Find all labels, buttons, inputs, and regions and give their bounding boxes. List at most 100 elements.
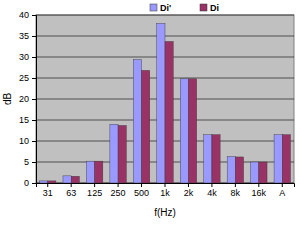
- tick-label: 31: [43, 188, 53, 198]
- bar: [180, 79, 188, 183]
- bar: [235, 157, 243, 183]
- tick-mark: [94, 183, 95, 187]
- tick-mark: [141, 183, 142, 187]
- bar: [204, 135, 212, 183]
- bars: [40, 23, 291, 183]
- tick: 250: [111, 183, 126, 198]
- tick-label: 20: [19, 94, 29, 104]
- legend-label: Di': [160, 3, 171, 13]
- bar: [212, 135, 220, 183]
- tick-mark: [32, 99, 36, 100]
- tick-mark: [32, 120, 36, 121]
- tick-label: 5: [24, 157, 29, 167]
- bar: [227, 157, 235, 183]
- tick-mark: [211, 183, 212, 187]
- tick-mark: [165, 183, 166, 187]
- tick-label: 250: [111, 188, 126, 198]
- tick: 35: [19, 31, 36, 41]
- tick: 5: [24, 157, 36, 167]
- tick: 40: [19, 10, 36, 20]
- tick: 16k: [252, 183, 267, 198]
- tick-mark: [71, 183, 72, 187]
- bar: [142, 70, 150, 183]
- tick: 4k: [207, 183, 217, 198]
- tick-mark: [32, 57, 36, 58]
- bar: [259, 162, 267, 183]
- legend-item: Di: [200, 3, 219, 13]
- tick: A: [279, 183, 285, 198]
- tick-mark: [32, 162, 36, 163]
- axis-line: [32, 16, 37, 184]
- grid-line: [36, 15, 294, 16]
- tick-mark: [32, 36, 36, 37]
- tick-label: A: [279, 188, 285, 198]
- bar: [157, 23, 165, 183]
- tick-mark: [47, 183, 48, 187]
- bar: [71, 176, 79, 183]
- bar: [95, 161, 103, 183]
- tick-label: 30: [19, 52, 29, 62]
- bar: [282, 135, 290, 183]
- bar: [274, 135, 282, 183]
- tick-mark: [118, 183, 119, 187]
- legend-swatch: [200, 4, 207, 11]
- series: [48, 41, 291, 183]
- tick-label: 125: [87, 188, 102, 198]
- tick: 0: [24, 178, 36, 188]
- tick-label: 2k: [184, 188, 194, 198]
- tick-label: 500: [134, 188, 149, 198]
- tick-label: 10: [19, 136, 29, 146]
- tick-label: 40: [19, 10, 29, 20]
- tick-label: 1k: [160, 188, 170, 198]
- tick-label: 35: [19, 31, 29, 41]
- tick-mark: [235, 183, 236, 187]
- plot: 0 5 10 15 20 25 30 35 40 31 63 125 250 500 1k 2k 4k 8k 16k…: [19, 10, 295, 198]
- x-axis: 31 63 125 250 500 1k 2k 4k 8k 16k A: [37, 183, 295, 198]
- bar: [86, 161, 94, 183]
- tick-label: 4k: [207, 188, 217, 198]
- tick: 20: [19, 94, 36, 104]
- tick-label: 25: [19, 73, 29, 83]
- tick-label: 8k: [231, 188, 241, 198]
- legend-swatch: [150, 4, 157, 11]
- y-axis: 0 5 10 15 20 25 30 35 40: [19, 10, 37, 188]
- tick: 1k: [160, 183, 170, 198]
- tick: 30: [19, 52, 36, 62]
- legend-label: Di: [210, 3, 219, 13]
- grid: [36, 15, 294, 183]
- tick-label: 16k: [252, 188, 267, 198]
- tick: 500: [134, 183, 149, 198]
- tick: 2k: [184, 183, 194, 198]
- tick: 10: [19, 136, 36, 146]
- bar: [40, 181, 48, 183]
- tick-mark: [282, 183, 283, 187]
- tick: 15: [19, 115, 36, 125]
- bar: [188, 79, 196, 183]
- tick: 25: [19, 73, 36, 83]
- chart: 0 5 10 15 20 25 30 35 40 31 63 125 250 500 1k 2k 4k 8k 16k…: [0, 0, 300, 226]
- series: [40, 23, 283, 183]
- tick-mark: [188, 183, 189, 187]
- tick: 63: [66, 183, 76, 198]
- bar: [133, 60, 141, 183]
- legend: Di' Di: [150, 3, 219, 13]
- bar: [48, 181, 56, 183]
- tick: 31: [43, 183, 53, 198]
- tick-label: 15: [19, 115, 29, 125]
- bar: [110, 124, 118, 183]
- bar: [251, 162, 259, 183]
- bar: [165, 41, 173, 183]
- tick-mark: [32, 78, 36, 79]
- y-axis-title: dB: [2, 93, 13, 106]
- tick-label: 63: [66, 188, 76, 198]
- tick-mark: [32, 183, 36, 184]
- bar: [118, 125, 126, 183]
- plot-background: [36, 15, 294, 183]
- tick-label: 0: [24, 178, 29, 188]
- legend-item: Di': [150, 3, 171, 13]
- tick: 8k: [231, 183, 241, 198]
- tick-mark: [32, 15, 36, 16]
- tick-mark: [32, 141, 36, 142]
- x-axis-title: f(Hz): [154, 207, 176, 218]
- bar: [63, 176, 71, 183]
